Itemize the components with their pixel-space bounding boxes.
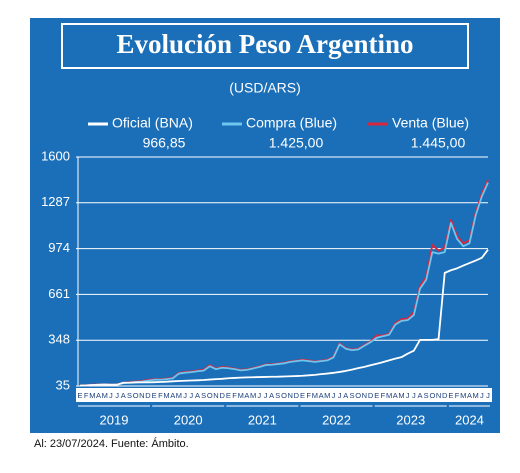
x-tick-label: S xyxy=(275,391,280,400)
x-tick-label: F xyxy=(158,391,163,400)
series-line xyxy=(79,249,489,387)
x-tick-label: J xyxy=(486,391,490,400)
y-tick-label: 35 xyxy=(56,377,70,392)
x-tick-label: O xyxy=(355,391,361,400)
x-tick-label: F xyxy=(306,391,311,400)
x-tick-label: O xyxy=(281,391,287,400)
x-tick-label: O xyxy=(429,391,435,400)
year-label: 2021 xyxy=(248,412,277,427)
legend-label: Oficial (BNA) xyxy=(112,115,193,131)
x-tick-label: M xyxy=(238,391,244,400)
x-tick-label: J xyxy=(338,391,342,400)
month-strip xyxy=(76,388,492,402)
x-tick-label: A xyxy=(319,391,324,400)
x-tick-label: M xyxy=(163,391,169,400)
year-label: 2023 xyxy=(396,412,425,427)
x-tick-label: D xyxy=(219,391,225,400)
x-tick-label: D xyxy=(294,391,300,400)
x-tick-label: A xyxy=(195,391,200,400)
x-tick-label: J xyxy=(115,391,119,400)
x-tick-label: J xyxy=(257,391,261,400)
x-tick-label: S xyxy=(201,391,206,400)
x-tick-label: M xyxy=(102,391,108,400)
y-tick-label: 1600 xyxy=(41,148,70,163)
x-tick-label: M xyxy=(250,391,256,400)
x-tick-label: E xyxy=(152,391,157,400)
x-tick-label: J xyxy=(189,391,193,400)
legend-value: 966,85 xyxy=(143,135,186,151)
x-tick-label: J xyxy=(406,391,410,400)
x-tick-label: N xyxy=(287,391,292,400)
x-tick-label: F xyxy=(455,391,460,400)
x-tick-label: S xyxy=(127,391,132,400)
x-tick-label: F xyxy=(84,391,89,400)
x-tick-label: J xyxy=(264,391,268,400)
series-line xyxy=(79,182,489,387)
x-tick-label: S xyxy=(424,391,429,400)
chart-subtitle: (USD/ARS) xyxy=(229,80,301,96)
legend-value: 1.445,00 xyxy=(411,135,466,151)
x-tick-label: A xyxy=(170,391,175,400)
x-tick-label: E xyxy=(300,391,305,400)
x-tick-label: N xyxy=(213,391,218,400)
x-tick-label: D xyxy=(368,391,374,400)
x-tick-label: M xyxy=(386,391,392,400)
x-tick-label: S xyxy=(349,391,354,400)
x-tick-label: M xyxy=(89,391,95,400)
x-tick-label: M xyxy=(312,391,318,400)
x-tick-label: A xyxy=(96,391,101,400)
x-tick-label: A xyxy=(269,391,274,400)
x-tick-label: M xyxy=(473,391,479,400)
legend-label: Venta (Blue) xyxy=(392,115,469,131)
title-box xyxy=(61,23,469,69)
x-tick-label: D xyxy=(145,391,151,400)
x-tick-label: F xyxy=(232,391,237,400)
x-tick-label: O xyxy=(133,391,139,400)
x-tick-label: E xyxy=(448,391,453,400)
x-tick-label: D xyxy=(442,391,448,400)
x-tick-label: J xyxy=(332,391,336,400)
chart-title: Evolución Peso Argentino xyxy=(116,29,413,59)
y-tick-label: 661 xyxy=(48,286,70,301)
x-tick-label: A xyxy=(467,391,472,400)
y-tick-label: 1287 xyxy=(41,194,70,209)
year-label: 2024 xyxy=(455,412,484,427)
x-tick-label: J xyxy=(183,391,187,400)
x-tick-label: A xyxy=(393,391,398,400)
x-tick-label: O xyxy=(207,391,213,400)
year-label: 2022 xyxy=(322,412,351,427)
x-tick-label: J xyxy=(480,391,484,400)
x-tick-label: N xyxy=(139,391,144,400)
x-tick-label: J xyxy=(109,391,113,400)
x-tick-label: M xyxy=(460,391,466,400)
x-tick-label: M xyxy=(176,391,182,400)
legend-value: 1.425,00 xyxy=(269,135,324,151)
y-tick-label: 348 xyxy=(48,332,70,347)
x-tick-label: E xyxy=(374,391,379,400)
x-tick-label: F xyxy=(381,391,386,400)
x-tick-label: A xyxy=(121,391,126,400)
y-tick-label: 974 xyxy=(48,240,70,255)
legend-label: Compra (Blue) xyxy=(246,115,337,131)
x-tick-label: M xyxy=(324,391,330,400)
x-tick-label: A xyxy=(343,391,348,400)
year-label: 2020 xyxy=(174,412,203,427)
x-tick-label: N xyxy=(362,391,367,400)
x-tick-label: E xyxy=(226,391,231,400)
year-label: 2019 xyxy=(100,412,129,427)
x-tick-label: A xyxy=(244,391,249,400)
x-tick-label: A xyxy=(417,391,422,400)
footnote: Al: 23/07/2024. Fuente: Ámbito. xyxy=(34,437,189,450)
x-tick-label: J xyxy=(412,391,416,400)
x-tick-label: N xyxy=(436,391,441,400)
x-tick-label: E xyxy=(77,391,82,400)
x-tick-label: M xyxy=(398,391,404,400)
